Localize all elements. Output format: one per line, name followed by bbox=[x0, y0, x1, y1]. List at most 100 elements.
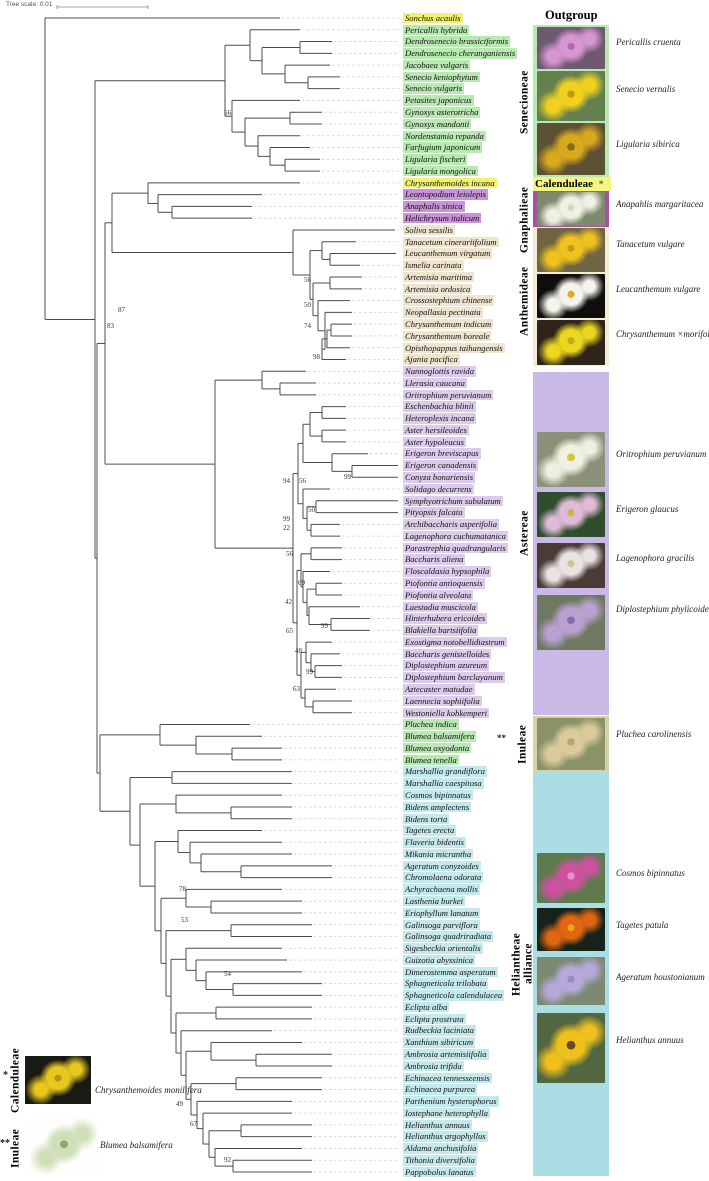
taxon-label: Aster hypoleucus bbox=[403, 436, 466, 448]
taxon-label: Ligularia fischeri bbox=[403, 154, 468, 165]
photo-caption: Leucanthemum vulgare bbox=[616, 284, 701, 294]
taxon-label: Piofontia alveolata bbox=[403, 589, 474, 601]
taxon-label: Nordenstamia repanda bbox=[403, 130, 486, 142]
taxon-label: Jacobaea vulgaris bbox=[403, 59, 471, 71]
taxon-label: Erigeron breviscapus bbox=[403, 448, 481, 459]
taxon-label: Dimerostemma asperatum bbox=[403, 966, 498, 978]
taxon-label: Helichrysum italicum bbox=[403, 212, 482, 224]
taxon-label: Chrysanthemum indicum bbox=[403, 318, 494, 330]
legend-photo bbox=[25, 1056, 91, 1104]
taxon-label: Baccharis genistelloides bbox=[403, 648, 492, 660]
species-photo bbox=[537, 71, 605, 121]
taxon-label: Guizotia abyssinica bbox=[403, 954, 476, 966]
taxon-label: Tithonia diversifolia bbox=[403, 1155, 477, 1166]
taxon-label: Helianthus annuus bbox=[403, 1119, 472, 1131]
species-photo bbox=[537, 123, 605, 175]
taxon-label: Ambrosia artemisiifolia bbox=[403, 1049, 489, 1060]
photo-caption: Pericallis cruenta bbox=[616, 37, 681, 47]
species-photo bbox=[537, 543, 605, 588]
taxon-label: Sonchus acaulis bbox=[403, 12, 463, 24]
taxon-label: Helianthus argophyllus bbox=[403, 1131, 488, 1142]
taxon-label: Anaphalis sinica bbox=[403, 201, 465, 212]
tribe-label: Anthemideae bbox=[518, 266, 531, 336]
taxon-label: Aldama anchusifolia bbox=[403, 1143, 479, 1154]
taxon-label: Sphagneticola calendulacea bbox=[403, 990, 505, 1001]
species-photo bbox=[537, 908, 605, 951]
taxon-label: Pericallis hybrida bbox=[403, 24, 470, 36]
species-photo bbox=[537, 432, 605, 487]
tribe-label: Gnaphalieae bbox=[518, 186, 531, 254]
species-photo bbox=[537, 595, 605, 650]
taxon-label: Bidens amplectens bbox=[403, 801, 472, 813]
tribe-label: Inuleae bbox=[9, 1128, 22, 1168]
taxon-label: Aster hersileoides bbox=[403, 424, 469, 436]
taxon-label: Erigeron canadensis bbox=[403, 460, 479, 471]
taxon-label: Solidago decurrens bbox=[403, 483, 474, 495]
taxon-label: Leucanthemum virgatum bbox=[403, 248, 493, 259]
support-value: 54 bbox=[224, 970, 231, 978]
taxon-label: Cosmos bipinnatus bbox=[403, 789, 473, 801]
species-photo bbox=[537, 718, 605, 770]
taxon-label: Blakiella bartsiifolia bbox=[403, 625, 479, 636]
support-value: 56 bbox=[304, 276, 311, 284]
taxon-label: Lasthenia burkei bbox=[403, 895, 466, 907]
legend-caption: Chrysanthemoides monilifera bbox=[95, 1085, 202, 1095]
taxon-label: Artemisia maritima bbox=[403, 271, 475, 283]
species-photo bbox=[537, 1013, 605, 1083]
taxon-label: Pluchea indica bbox=[403, 719, 459, 730]
taxon-label: Marshallia caespitosa bbox=[403, 778, 484, 789]
tribe-label: Astereae bbox=[518, 510, 531, 556]
support-value: 67 bbox=[190, 1120, 197, 1128]
photo-caption: Lagenophora gracilis bbox=[616, 553, 695, 563]
species-photo bbox=[537, 853, 605, 903]
photo-caption: Tagetes patula bbox=[616, 920, 669, 930]
support-value: 99 bbox=[283, 515, 290, 523]
taxon-label: Baccharis aliena bbox=[403, 554, 466, 565]
support-value: 92 bbox=[224, 1156, 231, 1164]
taxon-label: Leontopodium leiolepis bbox=[403, 189, 488, 200]
taxon-label: Hinterhubera ericoides bbox=[403, 613, 488, 624]
taxon-label: Xanthium sibiricum bbox=[403, 1037, 476, 1048]
taxon-label: Eschenbachia blinii bbox=[403, 401, 476, 412]
taxon-label: Laennecia sophiifolia bbox=[403, 695, 482, 707]
support-value: 56 bbox=[224, 109, 231, 117]
taxon-label: Tagetes erecta bbox=[403, 825, 457, 836]
species-photo bbox=[537, 228, 605, 272]
taxon-label: Galinsoga quadriradiata bbox=[403, 931, 494, 942]
outgroup-title: Outgroup bbox=[545, 8, 598, 22]
photo-caption: Erigeron glaucus bbox=[616, 504, 679, 514]
photo-caption: Cosmos bipinnatus bbox=[616, 868, 685, 878]
taxon-label: Sigesbeckia orientalis bbox=[403, 943, 483, 954]
species-photo bbox=[537, 27, 605, 69]
legend-caption: Blumea balsamifera bbox=[100, 1140, 173, 1150]
tribe-label: Calenduleae bbox=[9, 1047, 22, 1113]
taxon-label: Ligularia mongolica bbox=[403, 165, 478, 177]
support-value: 69 bbox=[298, 579, 305, 587]
taxon-label: Blumea balsamifera bbox=[403, 731, 477, 742]
taxon-label: Exostigma notobellidiastrum bbox=[403, 636, 507, 648]
taxon-label: Gynoxys mandonii bbox=[403, 118, 472, 130]
tribe-label: Senecioneae bbox=[518, 70, 531, 134]
calenduleae-star-marker: * bbox=[598, 179, 604, 189]
legend-photo bbox=[30, 1118, 98, 1175]
photo-caption: Ligularia sibirica bbox=[616, 139, 680, 149]
taxon-label: Diplostephium azureum bbox=[403, 660, 490, 671]
support-value: 99 bbox=[344, 473, 351, 481]
photo-caption: Pluchea carolinensis bbox=[616, 729, 692, 739]
taxon-label: Parthenium hysterophorus bbox=[403, 1096, 499, 1107]
support-value: 65 bbox=[286, 627, 293, 635]
taxon-label: Opisthopappus taihangensis bbox=[403, 342, 505, 353]
taxon-label: Aztecaster matudae bbox=[403, 684, 475, 695]
taxon-label: Dendrosenecio brassiciformis bbox=[403, 36, 511, 47]
taxon-label: Pityopsis falcata bbox=[403, 507, 465, 518]
taxon-label: Bidens torta bbox=[403, 813, 450, 825]
taxon-label: Petasites japonicus bbox=[403, 95, 474, 106]
taxon-label: Ajania pacifica bbox=[403, 354, 460, 365]
species-photo bbox=[537, 320, 605, 365]
tribe-label: Heliantheae alliance bbox=[510, 932, 535, 996]
support-value: 99 bbox=[306, 668, 313, 676]
support-value: 87 bbox=[118, 306, 125, 314]
taxon-label: Chrysanthemoides incana bbox=[403, 177, 497, 189]
